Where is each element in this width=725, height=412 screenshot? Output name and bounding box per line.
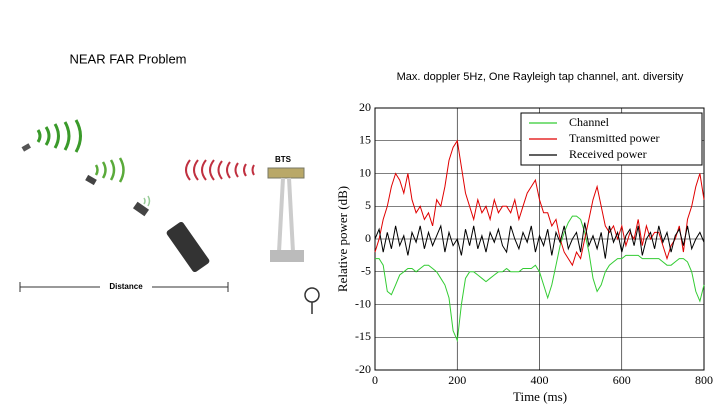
diagram-title: NEAR FAR Problem [69,51,186,66]
y-tick-label: 10 [359,165,371,179]
x-axis-label: Time (ms) [513,389,567,404]
y-tick-label: 15 [359,133,371,147]
legend-label: Received power [569,147,647,161]
x-tick-label: 400 [531,373,549,387]
station-label: BTS [275,155,292,164]
y-tick-label: 20 [359,100,371,114]
legend-label: Transmitted power [569,131,660,145]
x-tick-label: 0 [372,373,378,387]
x-tick-label: 800 [695,373,713,387]
legend-label: Channel [569,115,610,129]
y-tick-label: 5 [365,198,371,212]
y-tick-label: 0 [365,231,371,245]
series-line [375,215,705,343]
y-axis-label: Relative power (dB) [335,186,350,292]
y-tick-label: -5 [361,264,371,278]
chart-title: Max. doppler 5Hz, One Rayleigh tap chann… [397,71,684,83]
y-tick-label: -20 [355,362,371,376]
x-tick-label: 200 [448,373,466,387]
x-tick-label: 600 [613,373,631,387]
series-line [374,222,705,259]
y-tick-label: -15 [355,329,371,343]
diagram [19,119,320,314]
distance-label: Distance [109,282,143,291]
y-tick-label: -10 [355,296,371,310]
label-bg [100,280,152,292]
